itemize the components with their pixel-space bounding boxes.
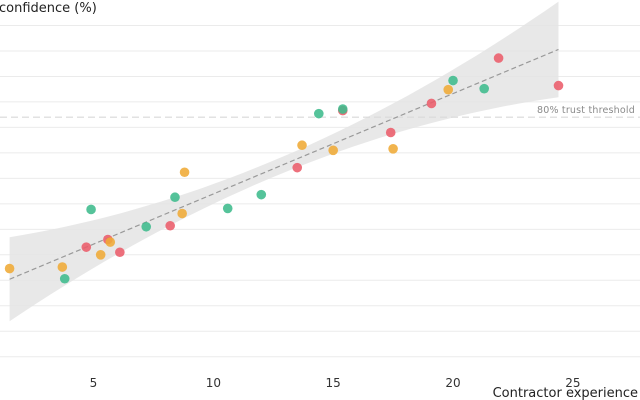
data-point [448, 75, 458, 86]
trend-dashed-line [9, 48, 559, 280]
data-point [479, 83, 489, 94]
data-point [385, 127, 396, 138]
data-point [297, 140, 307, 151]
data-point [170, 192, 180, 203]
x-axis-ticks: 5 10 15 20 25 [90, 376, 581, 390]
confidence-band-area [9, 1, 559, 322]
data-point [59, 273, 70, 284]
x-axis-title: Contractor experience [493, 386, 638, 400]
x-tick-label: 20 [445, 376, 460, 390]
confidence-band [9, 1, 559, 322]
data-point [105, 237, 116, 247]
y-axis-title: confidence (%) [0, 1, 97, 16]
x-tick-label: 10 [206, 376, 221, 390]
data-point [86, 204, 96, 215]
data-point [141, 221, 152, 232]
data-point [328, 145, 338, 156]
threshold-label: 80% trust threshold [537, 105, 635, 116]
data-point [81, 242, 92, 252]
data-point [388, 144, 398, 154]
data-point [4, 263, 15, 274]
data-point [165, 220, 175, 231]
data-point [256, 189, 267, 200]
x-tick-label: 15 [326, 376, 341, 390]
x-tick-label: 5 [90, 376, 98, 390]
data-point [115, 247, 125, 258]
data-point [553, 80, 564, 91]
data-point [57, 262, 68, 272]
data-points [4, 53, 564, 284]
trend-line [9, 48, 559, 280]
data-point [443, 84, 454, 95]
data-point [314, 108, 324, 119]
data-point [222, 203, 233, 214]
data-point [177, 208, 187, 219]
data-point [95, 249, 106, 260]
data-point [493, 53, 504, 63]
data-point [426, 98, 437, 109]
data-point [179, 167, 190, 178]
data-point [292, 162, 303, 173]
data-point [337, 104, 348, 114]
x-tick-label: 25 [565, 376, 580, 390]
